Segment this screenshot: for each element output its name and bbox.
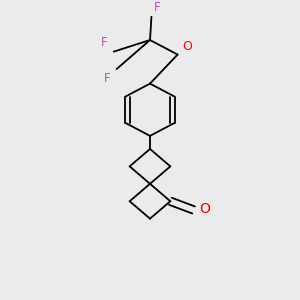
Text: F: F	[154, 1, 161, 14]
Text: O: O	[199, 202, 210, 215]
Text: O: O	[182, 40, 192, 53]
Text: F: F	[101, 36, 108, 49]
Text: F: F	[104, 72, 111, 85]
